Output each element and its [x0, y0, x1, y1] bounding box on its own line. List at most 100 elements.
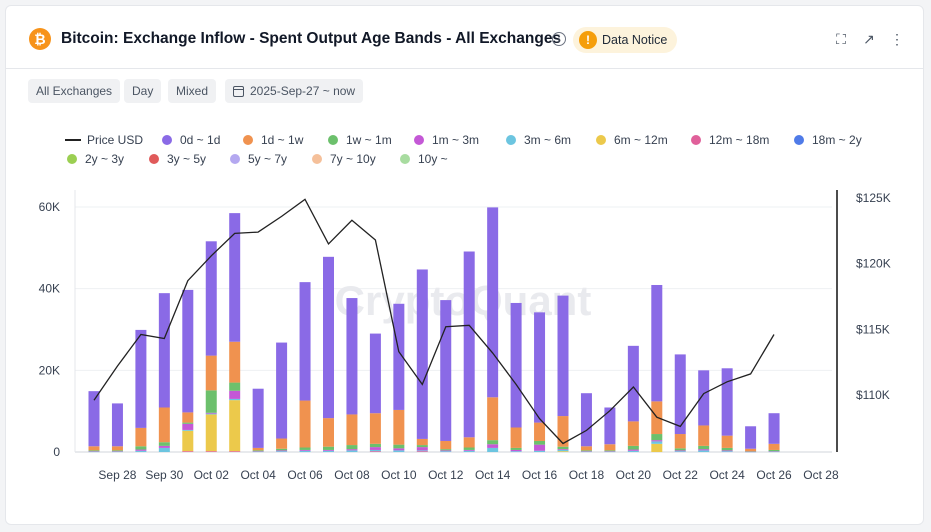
legend-label: 1m ~ 3m: [432, 133, 480, 147]
bar-segment: [88, 446, 100, 451]
exchange-filter[interactable]: All Exchanges: [28, 79, 121, 103]
bar-segment: [651, 440, 663, 442]
legend-item[interactable]: 5y ~ 7y: [230, 152, 287, 166]
bar-segment: [440, 451, 452, 452]
bar-segment: [745, 451, 757, 452]
bar-segment: [299, 447, 311, 450]
bar-segment: [229, 390, 241, 399]
legend-item[interactable]: 12m ~ 18m: [691, 133, 769, 147]
bar-segment: [323, 450, 334, 452]
bar-segment: [674, 451, 686, 452]
y-right-tick-label: $110K: [856, 388, 890, 402]
bar-segment: [768, 451, 780, 452]
bar-segment: [721, 447, 733, 451]
bar-segment: [627, 450, 639, 452]
bar-segment: [604, 451, 616, 452]
y-tick-label: 0: [53, 445, 60, 459]
bar-segment: [323, 256, 334, 419]
bar-segment: [698, 370, 710, 426]
bar-segment: [299, 450, 311, 452]
legend-item[interactable]: 1d ~ 1w: [243, 133, 303, 147]
legend-swatch: [230, 154, 240, 164]
bar-segment: [205, 413, 217, 415]
bar-segment: [135, 427, 147, 447]
bar-segment: [252, 447, 264, 451]
legend-swatch: [243, 135, 253, 145]
legend-item[interactable]: 1m ~ 3m: [414, 133, 479, 147]
legend-item[interactable]: 1w ~ 1m: [328, 133, 392, 147]
bar-segment: [463, 449, 475, 451]
window-filter[interactable]: Day: [124, 79, 162, 103]
fullscreen-icon[interactable]: ⛶: [836, 31, 846, 47]
bar-segment: [627, 445, 639, 450]
legend-swatch: [149, 154, 159, 164]
bar-segment: [721, 435, 733, 448]
external-link-icon[interactable]: ↗: [863, 31, 875, 47]
bar-segment: [651, 443, 663, 452]
info-icon[interactable]: i: [552, 32, 566, 46]
legend-item[interactable]: 18m ~ 2y: [794, 133, 862, 147]
legend-swatch: [162, 135, 172, 145]
bar-segment: [651, 434, 663, 441]
legend-item[interactable]: 0d ~ 1d: [162, 133, 220, 147]
bar-segment: [487, 447, 499, 452]
legend-item[interactable]: 7y ~ 10y: [312, 152, 376, 166]
bar-segment: [323, 446, 334, 450]
date-range-filter[interactable]: 2025-Sep-27 ~ now: [225, 79, 364, 103]
card-header: ₿ Bitcoin: Exchange Inflow - Spent Outpu…: [6, 6, 923, 69]
legend-item[interactable]: 2y ~ 3y: [67, 152, 124, 166]
bar-segment: [487, 440, 499, 445]
bar-segment: [745, 448, 757, 452]
more-vertical-icon[interactable]: ⋮: [890, 31, 904, 47]
bar-segment: [580, 393, 592, 447]
data-notice-badge[interactable]: ! Data Notice: [573, 27, 677, 53]
bar-segment: [534, 450, 546, 452]
bar-segment: [768, 443, 780, 450]
bar-segment: [346, 449, 358, 451]
legend-item[interactable]: Price USD: [65, 133, 143, 147]
y-right-tick-label: $115K: [856, 322, 890, 336]
bar-segment: [182, 430, 194, 452]
chart-legend: Price USD 0d ~ 1d 1d ~ 1w 1w ~ 1m 1m ~ 3m 3m …: [0, 0, 931, 166]
calendar-icon: [233, 86, 244, 97]
bar-segment: [768, 451, 780, 453]
bar-segment: [111, 403, 123, 447]
bar-segment: [440, 449, 452, 451]
bar-segment: [276, 438, 288, 449]
bar-segment: [88, 451, 100, 453]
bar-segment: [252, 451, 264, 453]
bar-segment: [346, 445, 358, 450]
bar-segment: [88, 391, 100, 447]
mode-filter[interactable]: Mixed: [168, 79, 217, 103]
y-tick-label: 60K: [39, 200, 60, 214]
legend-item[interactable]: 6m ~ 12m: [596, 133, 668, 147]
bar-segment: [88, 450, 100, 452]
y-tick-label: 20K: [39, 363, 60, 377]
bar-segment: [463, 251, 475, 438]
legend-label: 5y ~ 7y: [248, 152, 288, 166]
x-tick-label: Oct 02: [194, 468, 230, 482]
x-tick-label: Oct 28: [803, 468, 839, 482]
bar-segment: [393, 444, 405, 449]
legend-label: 10y ~: [418, 152, 448, 166]
bar-segment: [534, 440, 546, 445]
legend-label: 0d ~ 1d: [180, 133, 221, 147]
bar-segment: [229, 400, 241, 452]
watermark-text: CryptoQuant: [335, 277, 592, 324]
bar-segment: [205, 390, 217, 413]
legend-swatch: [328, 135, 338, 145]
legend-label: 18m ~ 2y: [812, 133, 862, 147]
bar-segment: [698, 450, 710, 452]
bar-segment: [205, 241, 217, 356]
legend-item[interactable]: 3y ~ 5y: [149, 152, 206, 166]
bar-segment: [346, 298, 358, 415]
bar-segment: [252, 451, 264, 452]
legend-swatch: [506, 135, 516, 145]
bar-segment: [276, 342, 288, 439]
bar-segment: [182, 289, 194, 413]
bar-segment: [205, 412, 217, 414]
bar-segment: [346, 414, 358, 446]
legend-item[interactable]: 10y ~: [400, 152, 448, 166]
legend-item[interactable]: 3m ~ 6m: [506, 133, 571, 147]
bar-segment: [276, 450, 288, 452]
